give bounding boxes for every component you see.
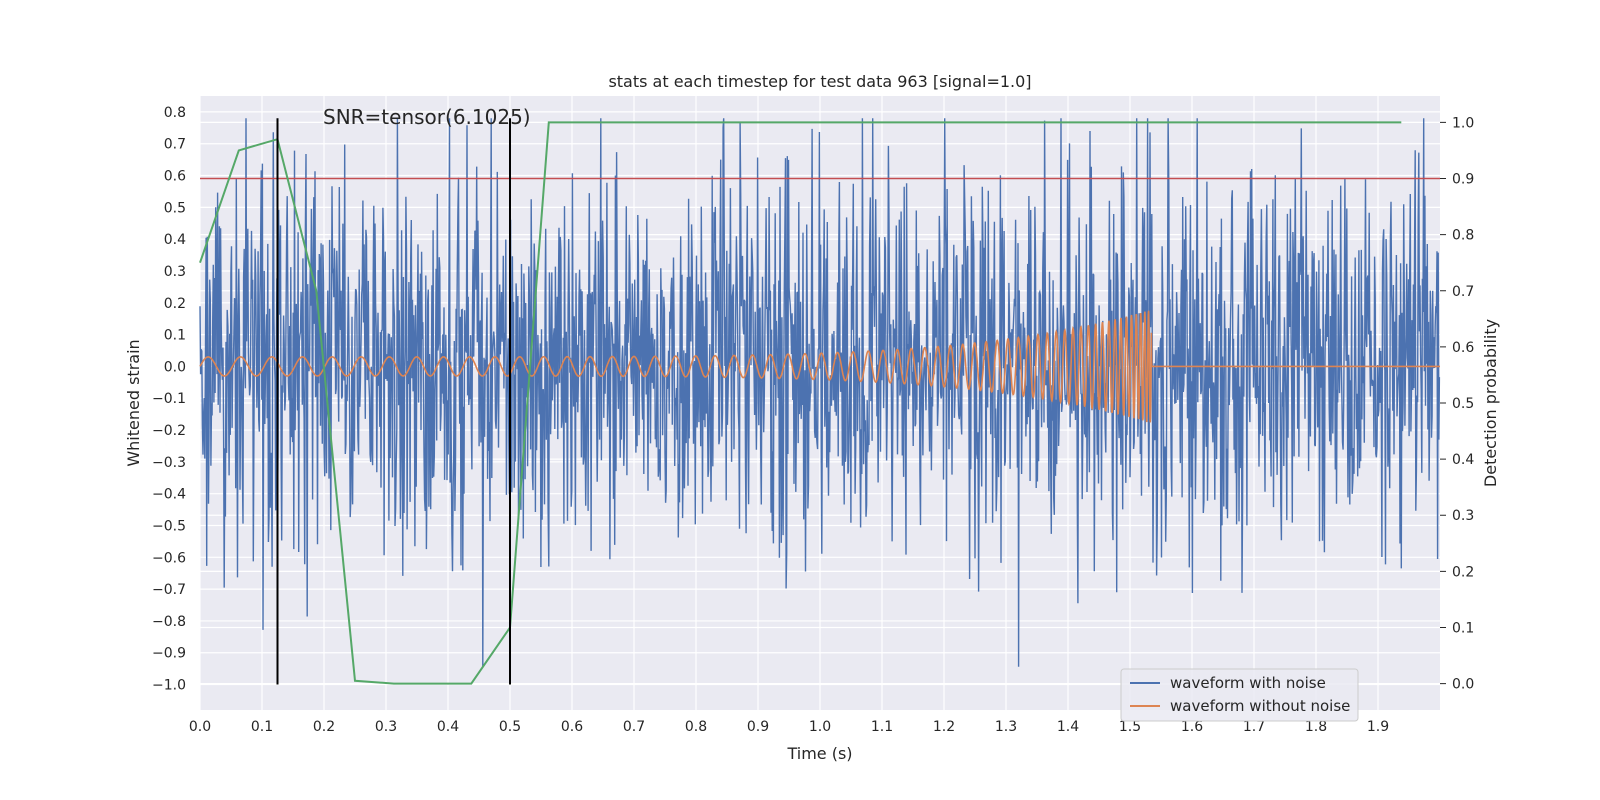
y-tick-label: 0.5 [164, 200, 186, 216]
y-tick-label: 0.0 [164, 359, 186, 375]
x-tick-label: 0.2 [313, 719, 335, 735]
y-tick-label: −1.0 [152, 678, 186, 694]
y2-axis-label: Detection probability [1481, 319, 1500, 487]
y-tick-label: 0.3 [164, 264, 186, 280]
y-axis-label: Whitened strain [124, 339, 143, 466]
y2-tick-label: 0.9 [1452, 172, 1474, 188]
y-tick-label: −0.9 [152, 646, 186, 662]
y2-tick-label: 0.7 [1452, 284, 1474, 300]
x-tick-label: 1.2 [933, 719, 955, 735]
y-tick-label: 0.8 [164, 105, 186, 121]
y2-tick-label: 0.8 [1452, 228, 1474, 244]
y2-tick-label: 0.0 [1452, 677, 1474, 693]
x-tick-label: 0.8 [685, 719, 707, 735]
y-tick-label: −0.1 [152, 391, 186, 407]
y-tick-label: 0.1 [164, 328, 186, 344]
noisy-waveform-line [199, 118, 1441, 668]
y-axis-ticks: 0.8 0.7 0.6 0.5 0.4 0.3 0.2 0.1 0.0 −0.1 −0.2 −0.3 −… [152, 105, 186, 694]
x-axis-label: Time (s) [786, 744, 852, 763]
y-tick-label: 0.6 [164, 169, 186, 185]
y2-tick-label: 0.4 [1452, 452, 1474, 468]
y2-tick-label: 1.0 [1452, 115, 1474, 131]
x-tick-label: 0.4 [437, 719, 459, 735]
y-tick-label: −0.7 [152, 582, 186, 598]
overlay-layer [199, 118, 1440, 685]
legend-box [1120, 668, 1359, 722]
x-tick-label: 0.9 [747, 719, 769, 735]
snr-annotation: SNR=tensor(6.1025) [323, 105, 531, 129]
x-tick-label: 1.8 [1305, 719, 1327, 735]
y-tick-label: 0.7 [164, 137, 186, 153]
clean-waveform-line [199, 310, 1440, 423]
y2-tick-label: 0.5 [1452, 396, 1474, 412]
legend-label-noisy: waveform with noise [1170, 674, 1326, 692]
noisy-waveform-layer [199, 118, 1441, 668]
x-tick-label: 1.9 [1367, 719, 1389, 735]
x-tick-label: 1.3 [995, 719, 1017, 735]
y-tick-label: −0.6 [152, 550, 186, 566]
y2-tick-label: 0.6 [1452, 340, 1474, 356]
y2-tick-label: 0.2 [1452, 564, 1474, 580]
y-tick-label: −0.3 [152, 455, 186, 471]
x-tick-label: 1.4 [1057, 719, 1079, 735]
chart-title: stats at each timestep for test data 963… [608, 72, 1031, 91]
y-tick-label: 0.4 [164, 232, 186, 248]
x-tick-label: 0.5 [499, 719, 521, 735]
y-tick-label: −0.4 [152, 487, 186, 503]
y2-tick-label: 0.3 [1452, 508, 1474, 524]
y-tick-label: −0.5 [152, 518, 186, 534]
clean-waveform-layer [199, 310, 1440, 423]
y-tick-label: 0.2 [164, 296, 186, 312]
x-tick-label: 0.0 [189, 719, 211, 735]
x-tick-label: 1.1 [871, 719, 893, 735]
y2-axis-ticks: 1.0 0.9 0.8 0.7 0.6 0.5 0.4 0.3 0.2 0.1 0.0 [1440, 115, 1474, 693]
x-axis-ticks: 0.0 0.1 0.2 0.3 0.4 0.5 0.6 0.7 0.8 0.9 1.0 1.1 1.2 1… [189, 719, 1389, 735]
x-tick-label: 1.6 [1181, 719, 1203, 735]
x-tick-label: 0.6 [561, 719, 583, 735]
x-tick-label: 1.0 [809, 719, 831, 735]
detection-probability-line [199, 121, 1402, 685]
y-tick-label: −0.8 [152, 614, 186, 630]
x-tick-label: 1.7 [1243, 719, 1265, 735]
x-tick-label: 1.5 [1119, 719, 1141, 735]
x-tick-label: 0.7 [623, 719, 645, 735]
x-tick-label: 0.1 [251, 719, 273, 735]
y2-tick-label: 0.1 [1452, 620, 1474, 636]
y-tick-label: −0.2 [152, 423, 186, 439]
legend-label-clean: waveform without noise [1170, 697, 1350, 715]
legend: waveform with noise waveform without noi… [1120, 668, 1359, 722]
x-tick-label: 0.3 [375, 719, 397, 735]
